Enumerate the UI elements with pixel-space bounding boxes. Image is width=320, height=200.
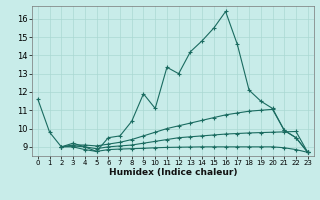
X-axis label: Humidex (Indice chaleur): Humidex (Indice chaleur)	[108, 168, 237, 177]
